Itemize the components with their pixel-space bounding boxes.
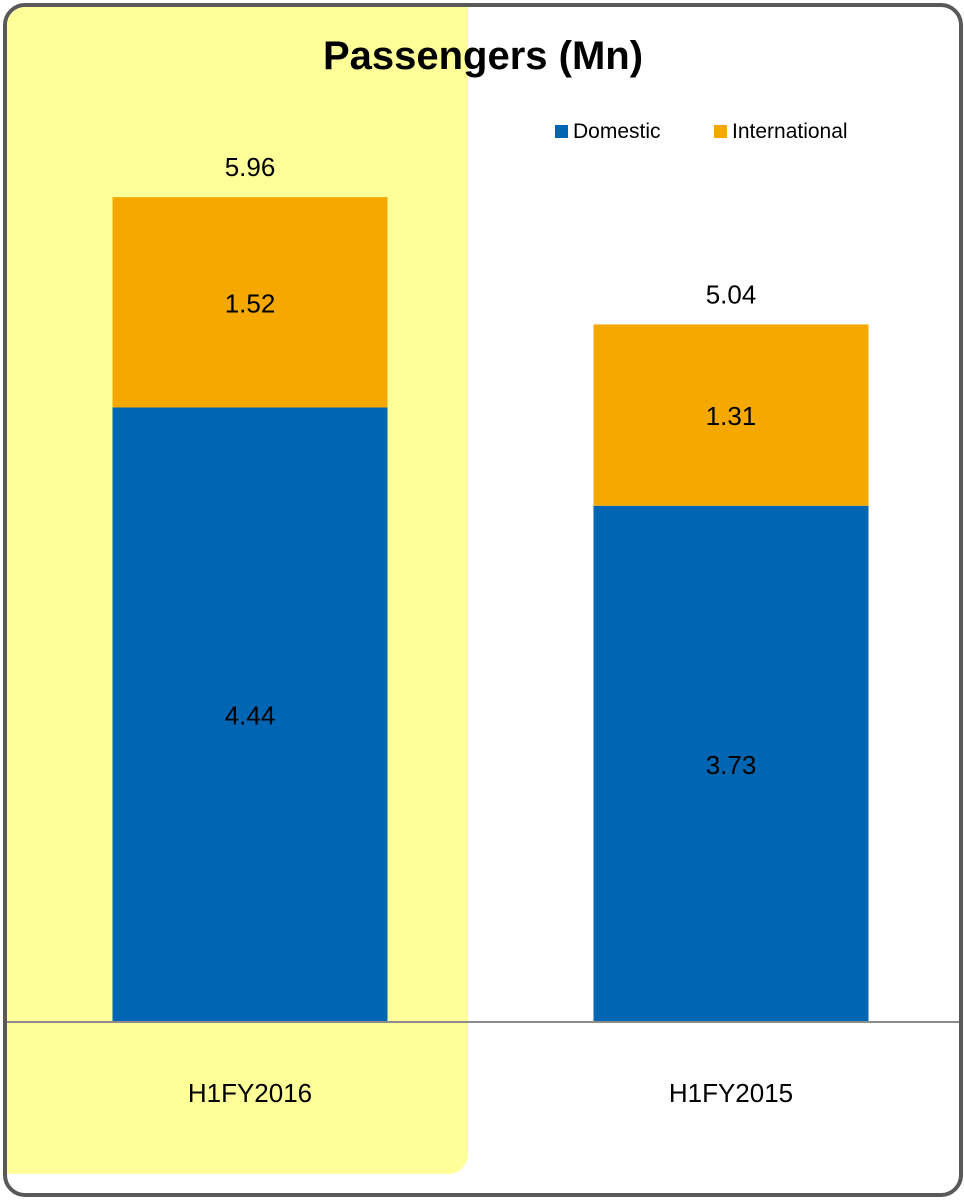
bar-domestic-h1fy2015 [593, 505, 869, 1023]
data-label-domestic-h1fy2015: 3.73 [706, 750, 757, 780]
x-tick-label-h1fy2016: H1FY2016 [188, 1078, 312, 1108]
bar-international-h1fy2016 [112, 197, 388, 408]
chart-title: Passengers (Mn) [323, 34, 643, 78]
x-tick-label-h1fy2015: H1FY2015 [669, 1078, 793, 1108]
data-label-domestic-h1fy2016: 4.44 [225, 701, 276, 731]
bar-international-h1fy2015 [593, 324, 869, 506]
legend-swatch-international [714, 125, 727, 138]
legend-label-domestic: Domestic [573, 120, 661, 143]
legend-swatch-domestic [555, 125, 568, 138]
data-label-international-h1fy2015: 1.31 [706, 401, 757, 431]
legend-label-international: International [732, 120, 848, 143]
passengers-chart: 4.44 1.52 5.96 3.73 1.31 5.04 H1FY2016 H1FY201… [7, 7, 959, 1174]
legend: Domestic International [555, 120, 848, 143]
bar-domestic-h1fy2016 [112, 407, 388, 1022]
total-label-h1fy2015: 5.04 [706, 279, 757, 309]
data-label-international-h1fy2016: 1.52 [225, 288, 276, 318]
chart-frame: 4.44 1.52 5.96 3.73 1.31 5.04 H1FY2016 H1FY201… [3, 3, 963, 1197]
total-label-h1fy2016: 5.96 [225, 152, 276, 182]
